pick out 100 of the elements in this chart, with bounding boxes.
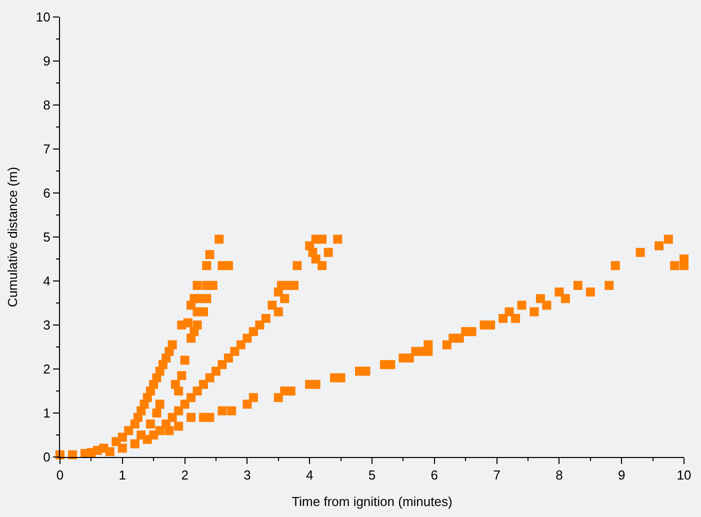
point [205,250,214,260]
x-tick-label: 2 [181,468,188,483]
x-axis-title: Time from ignition (minutes) [292,494,452,510]
y-tick-label: 5 [43,230,50,245]
point [454,334,464,343]
y-tick-label: 0 [43,450,50,465]
point [199,380,208,389]
point [218,406,227,416]
point [442,340,452,350]
y-axis-title: Cumulative distance (m) [4,166,20,308]
point [274,393,283,402]
point [227,406,236,416]
point [186,412,196,422]
point [230,346,240,356]
point [214,234,224,244]
x-tick-label: 9 [618,468,626,483]
point [511,314,520,323]
point [554,288,564,296]
point [573,280,582,290]
point [467,327,476,336]
point [530,307,539,316]
point [199,307,208,316]
point [604,280,614,290]
point [542,300,552,310]
x-tick-label: 10 [676,468,692,483]
point [205,412,214,422]
point [192,386,202,396]
y-tick-label: 9 [43,54,50,69]
point [124,426,134,436]
y-tick-label: 3 [43,318,50,333]
point [311,380,320,389]
point [146,420,155,428]
point [174,406,184,416]
point [224,261,233,270]
x-tick-label: 5 [368,468,376,483]
point [274,307,283,316]
point [105,447,114,456]
point [280,294,290,304]
point [180,356,190,365]
y-tick-label: 7 [43,142,50,157]
point [130,439,140,448]
point [318,261,327,270]
point [192,280,202,290]
x-tick-label: 4 [306,468,314,483]
y-tick-label: 8 [43,98,50,113]
point [248,327,258,336]
y-tick-label: 4 [43,274,50,289]
point [498,314,508,323]
point [424,346,433,356]
point [610,261,620,270]
y-tick-label: 10 [36,10,50,25]
point [174,422,184,431]
x-tick-label: 8 [556,468,563,483]
point [324,248,333,257]
x-tick-label: 3 [244,468,251,483]
point [560,294,570,304]
point [186,393,196,402]
point [142,434,152,444]
x-tick-label: 7 [493,468,500,483]
point [586,288,595,296]
point [336,373,346,382]
y-tick-label: 6 [43,186,50,201]
point [255,320,264,330]
point [208,280,218,290]
point [242,400,252,409]
y-tick-label: 1 [43,406,50,421]
point [274,288,283,296]
point [670,261,680,270]
point [202,294,212,304]
point [654,241,664,250]
point [517,300,526,310]
point [536,294,545,304]
y-tick-label: 2 [43,362,50,377]
point [212,366,220,376]
point [242,334,252,343]
point [183,318,192,328]
point [311,234,320,244]
point [268,300,277,310]
point [664,234,673,244]
point [504,307,514,316]
point [170,380,180,389]
point [311,254,320,264]
point [218,360,227,370]
point [186,300,196,310]
point [205,373,214,382]
point [112,437,121,446]
x-tick-label: 6 [430,468,438,483]
point [202,261,212,270]
point [236,340,246,350]
point [224,354,233,362]
point [130,420,140,428]
point [164,426,174,436]
point [152,408,162,418]
point [248,393,258,402]
point [261,314,270,323]
point [386,360,396,370]
point [155,400,164,409]
x-tick-label: 0 [56,468,64,483]
point [361,366,370,376]
point [180,400,190,409]
